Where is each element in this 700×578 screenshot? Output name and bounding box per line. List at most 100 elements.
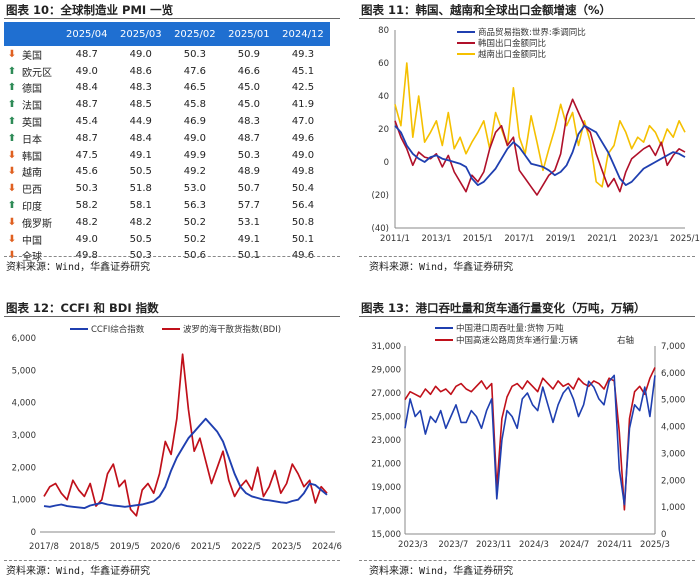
- x-tick-label: 2021/5: [191, 542, 221, 552]
- pmi-value: 45.1: [291, 65, 315, 77]
- pmi-value: 56.3: [183, 200, 206, 212]
- pmi-value: 50.9: [237, 48, 261, 60]
- x-tick-label: 2019/5: [110, 542, 140, 552]
- table-row: ⬇ 俄罗斯 48.2 48.2 50.2 53.1 50.8: [4, 214, 330, 231]
- y-tick-label: 5,000: [12, 366, 36, 376]
- pmi-value: 48.6: [129, 65, 152, 77]
- country-name: 日本: [22, 134, 42, 146]
- table-row: ⬇ 韩国 47.5 49.1 49.9 50.3 49.0: [4, 147, 330, 164]
- arrow-down-icon: ⬇: [7, 216, 17, 228]
- table-header-date: 2025/04: [59, 22, 114, 46]
- pmi-value: 46.9: [183, 116, 206, 128]
- pmi-value: 49.0: [75, 65, 98, 77]
- pmi-value: 49.0: [75, 233, 98, 245]
- pmi-value: 57.7: [237, 200, 261, 212]
- port-truck-chart: 31,000 29,000 27,000 25,000 23,000 21,000 19,0…: [371, 323, 685, 550]
- legend-port: 中国港口周吞吐量:货物 万吨: [456, 323, 564, 334]
- pmi-value: 50.2: [183, 233, 206, 245]
- y-tick-label: 31,000: [371, 342, 401, 352]
- pmi-value: 45.0: [237, 99, 261, 111]
- arrow-up-icon: ⬆: [7, 82, 17, 94]
- pmi-value: 49.1: [129, 149, 152, 161]
- pmi-value: 48.3: [237, 116, 261, 128]
- panel-title: 图表 11：韩国、越南和全球出口金额增速（%）: [361, 3, 612, 17]
- pmi-value: 56.4: [291, 200, 315, 212]
- source-rule: [4, 560, 340, 561]
- pmi-value: 50.1: [237, 250, 261, 262]
- pmi-value: 46.6: [237, 65, 261, 77]
- panel-title: 图表 13：港口吞吐量和货车通行量变化（万吨，万辆）: [361, 301, 646, 315]
- pmi-value: 49.8: [75, 250, 98, 262]
- x-tick-label: 2024/6: [312, 542, 342, 552]
- pmi-value: 44.9: [129, 116, 152, 128]
- title-rule: [359, 18, 695, 19]
- pmi-value: 50.5: [129, 166, 152, 178]
- x-tick-label: 2025/3: [640, 540, 670, 550]
- ccfi-bdi-chart: 6,000 5,000 4,000 3,000 2,000 1,000 0 2017/8 201…: [12, 324, 342, 552]
- table-row: ⬆ 日本 48.7 48.4 49.0 48.7 49.6: [4, 130, 330, 147]
- y2-tick-label: 1,000: [661, 503, 685, 513]
- arrow-up-icon: ⬆: [7, 116, 17, 128]
- series-line-ccfi: [43, 417, 328, 510]
- y-tick-label: (20): [372, 191, 389, 201]
- pmi-value: 49.1: [237, 233, 261, 245]
- pmi-value: 45.0: [237, 82, 261, 94]
- pmi-value: 49.8: [291, 166, 315, 178]
- source-rule: [359, 560, 695, 561]
- x-tick-label: 2019/1: [546, 234, 576, 244]
- table-row: ⬆ 印度 58.2 58.1 56.3 57.7 56.4: [4, 197, 330, 214]
- arrow-down-icon: ⬇: [7, 149, 17, 161]
- source-note: 资料来源：Wind，华鑫证券研究: [369, 262, 514, 273]
- country-name: 英国: [22, 118, 42, 130]
- y-tick-label: 27,000: [371, 389, 401, 399]
- pmi-value: 48.7: [75, 48, 98, 60]
- y-tick-label: 4,000: [12, 399, 36, 409]
- pmi-value: 49.0: [129, 48, 152, 60]
- y-tick-label: 3,000: [12, 431, 36, 441]
- source-note: 资料来源：Wind，华鑫证券研究: [369, 566, 514, 577]
- pmi-value: 53.0: [183, 183, 206, 195]
- country-name: 欧元区: [22, 67, 52, 79]
- x-tick-label: 2023/11: [476, 540, 511, 550]
- y-tick-label: 20: [378, 125, 389, 135]
- source-rule: [359, 256, 695, 257]
- country-name: 巴西: [22, 185, 42, 197]
- x-tick-label: 2011/1: [380, 234, 410, 244]
- y-tick-label: 40: [378, 92, 389, 102]
- y-tick-label: 17,000: [371, 507, 401, 517]
- table-header-date: 2024/12: [275, 22, 330, 46]
- country-name: 全球: [22, 252, 42, 264]
- legend-truck: 中国高速公路周货车通行量:万辆: [456, 335, 578, 346]
- series-line-vietnam: [394, 62, 686, 188]
- y2-tick-label: 6,000: [661, 369, 685, 379]
- pmi-value: 50.3: [129, 250, 152, 262]
- y-tick-label: 0: [384, 158, 389, 168]
- arrow-up-icon: ⬆: [7, 99, 17, 111]
- title-rule: [4, 18, 340, 19]
- table-header-date: 2025/01: [221, 22, 276, 46]
- table-row: ⬇ 巴西 50.3 51.8 53.0 50.7 50.4: [4, 180, 330, 197]
- source-rule: [4, 256, 340, 257]
- x-tick-label: 2023/7: [438, 540, 468, 550]
- panel-port-truck: 图表 13：港口吞吐量和货车通行量变化（万吨，万辆） 31,000 29,000 2…: [355, 298, 700, 578]
- pmi-value: 51.8: [129, 183, 152, 195]
- pmi-value: 46.5: [183, 82, 206, 94]
- table-row: ⬇ 中国 49.0 50.5 50.2 49.1 50.1: [4, 231, 330, 248]
- y-tick-label: 23,000: [371, 436, 401, 446]
- pmi-value: 47.0: [291, 116, 315, 128]
- pmi-value: 45.4: [75, 116, 98, 128]
- title-rule: [4, 316, 340, 317]
- pmi-value: 49.2: [183, 166, 206, 178]
- x-tick-label: 2017/1: [504, 234, 534, 244]
- country-name: 越南: [22, 168, 42, 180]
- pmi-value: 48.7: [75, 132, 98, 144]
- panel-export-growth: 图表 11：韩国、越南和全球出口金额增速（%） 80 60 40 20 0 (20) (40…: [355, 0, 700, 278]
- table-row: ⬆ 欧元区 49.0 48.6 47.6 46.6 45.1: [4, 63, 330, 80]
- y-tick-label: 15,000: [371, 530, 401, 540]
- export-growth-chart: 80 60 40 20 0 (20) (40)2011/1 2013/1 2015/1 2017/…: [372, 26, 700, 244]
- x-tick-label: 2015/1: [463, 234, 493, 244]
- country-name: 美国: [22, 50, 42, 62]
- legend-global: 商品贸易指数:世界:季调同比: [478, 27, 586, 38]
- table-header-blank: [4, 22, 60, 46]
- table-header-date: 2025/03: [113, 22, 168, 46]
